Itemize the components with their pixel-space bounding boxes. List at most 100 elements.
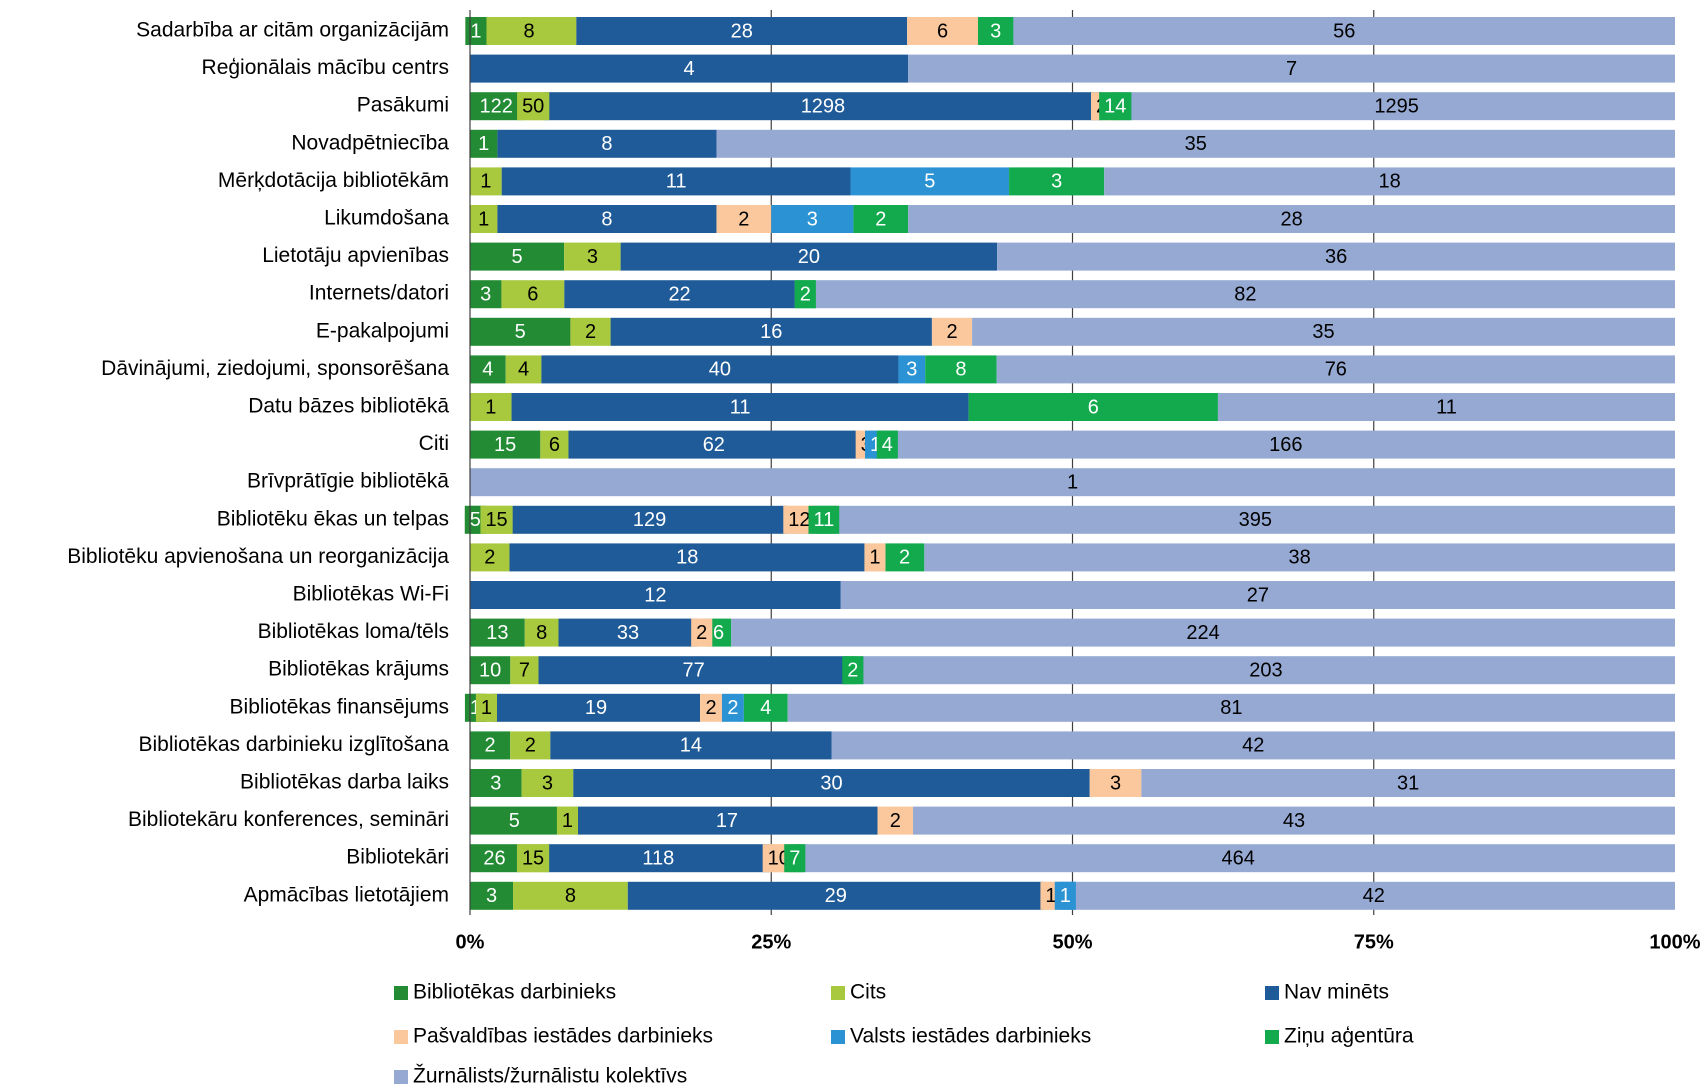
data-label-group: 50 xyxy=(517,92,550,121)
legend-swatch xyxy=(394,1030,408,1044)
data-label: 1 xyxy=(478,208,489,230)
data-label-group: 8 xyxy=(536,622,547,644)
data-label: 29 xyxy=(825,885,847,907)
bar-segment xyxy=(543,92,1102,121)
data-label: 464 xyxy=(1222,847,1255,869)
bar-segment xyxy=(977,17,1014,45)
gridlines xyxy=(770,10,1375,915)
data-label: 1 xyxy=(870,434,881,456)
data-label: 8 xyxy=(524,20,535,42)
data-label-group: 3 xyxy=(587,246,598,268)
legend-item: Bibliotēkas darbinieks xyxy=(394,981,616,1004)
data-label-group: 6 xyxy=(527,283,538,305)
data-label-group: 27 xyxy=(1247,584,1269,606)
category-label: Mērķdotācija bibliotēkām xyxy=(218,169,449,192)
legend-label: Cits xyxy=(850,981,886,1004)
data-label: 5 xyxy=(512,246,523,268)
data-label: 13 xyxy=(486,622,508,644)
bar-segment xyxy=(470,280,502,309)
data-label-group: 36 xyxy=(1325,246,1347,268)
bar-segment xyxy=(501,280,565,309)
bar-segment xyxy=(540,430,569,459)
data-label-group: 2 xyxy=(842,656,864,685)
data-label: 3 xyxy=(587,246,598,268)
data-label-group: 11 xyxy=(666,171,687,193)
category-label: Likumdošana xyxy=(324,207,449,230)
data-label-group: 35 xyxy=(1312,321,1334,343)
data-label-group: 2 xyxy=(525,735,536,757)
data-label-box xyxy=(794,280,816,309)
data-label: 1 xyxy=(562,810,573,832)
legend-swatch xyxy=(831,1030,845,1044)
bar-segment xyxy=(538,656,849,685)
data-label-group: 17 xyxy=(716,810,738,832)
data-label: 122 xyxy=(480,95,513,117)
data-label: 2 xyxy=(705,697,716,719)
bar-segment xyxy=(470,430,541,459)
data-label-group: 3 xyxy=(807,208,818,230)
data-label-group: 8 xyxy=(601,133,612,155)
data-label: 42 xyxy=(1242,735,1264,757)
bar-segment xyxy=(850,167,1010,196)
data-label: 3 xyxy=(542,772,553,794)
bar-segment xyxy=(524,618,559,647)
data-label: 3 xyxy=(1110,772,1121,794)
data-label: 15 xyxy=(485,509,507,531)
data-label-box xyxy=(876,430,898,459)
bar-segment xyxy=(481,17,577,45)
data-label-box xyxy=(808,505,840,534)
data-label-group: 1 xyxy=(556,806,579,835)
category-label: Bibliotēkas loma/tēls xyxy=(258,620,449,643)
data-label-box xyxy=(842,656,864,685)
data-label-group: 4 xyxy=(876,430,898,459)
data-label: 4 xyxy=(518,359,529,381)
legend-item: Pašvaldības iestādes darbinieks xyxy=(394,1025,713,1048)
bar-segment xyxy=(931,317,973,346)
data-label: 1 xyxy=(1045,885,1056,907)
data-label: 6 xyxy=(1088,396,1099,418)
data-label-group: 2 xyxy=(875,208,886,230)
data-label: 1 xyxy=(470,20,481,42)
data-label-group: 7 xyxy=(1286,58,1297,80)
data-label-group: 6 xyxy=(937,20,948,42)
data-label-group: 3 xyxy=(1051,171,1062,193)
bar-segment xyxy=(470,54,909,83)
legend-item: Ziņu aģentūra xyxy=(1265,1025,1414,1048)
bar-segment xyxy=(835,505,1675,534)
legend-swatch xyxy=(1265,986,1279,1000)
data-label: 15 xyxy=(494,434,516,456)
bar-segment xyxy=(620,242,998,271)
data-label: 8 xyxy=(565,885,576,907)
bar-segment xyxy=(470,806,559,835)
bar-segment xyxy=(743,693,788,722)
category-label: Pasākumi xyxy=(357,94,449,117)
bar-segment xyxy=(831,731,1675,760)
bar-segment xyxy=(576,17,908,45)
data-label: 2 xyxy=(525,735,536,757)
data-label: 1 xyxy=(1067,471,1078,493)
data-label-group: 2 xyxy=(794,280,816,309)
data-label: 6 xyxy=(937,20,948,42)
data-label: 224 xyxy=(1186,622,1219,644)
data-label-group: 3 xyxy=(542,772,553,794)
bar-segment xyxy=(1009,167,1105,196)
legend: Bibliotēkas darbinieks Cits Nav minēts Pašv… xyxy=(394,981,1414,1088)
data-label: 6 xyxy=(713,622,724,644)
data-label-group: 8 xyxy=(601,208,612,230)
data-label-group: 8 xyxy=(955,359,966,381)
bar-segment xyxy=(510,656,539,685)
data-label-group: 38 xyxy=(1289,547,1311,569)
data-label-group: 82 xyxy=(1234,283,1256,305)
bar-segment xyxy=(908,54,1675,83)
data-label: 203 xyxy=(1249,659,1282,681)
data-label-box xyxy=(516,844,550,873)
data-label-box xyxy=(691,618,713,647)
data-label-group: 12 xyxy=(644,584,666,606)
category-label: Dāvinājumi, ziedojumi, sponsorēšana xyxy=(101,357,449,380)
legend-label: Žurnālists/žurnālistu kolektīvs xyxy=(413,1065,687,1088)
bar-segment xyxy=(884,543,925,572)
data-label-group: 11 xyxy=(808,505,840,534)
bar-segment xyxy=(924,543,1675,572)
x-axis: 0% 25% 50% 75% 100% xyxy=(456,10,1701,953)
bar-segment xyxy=(570,317,611,346)
